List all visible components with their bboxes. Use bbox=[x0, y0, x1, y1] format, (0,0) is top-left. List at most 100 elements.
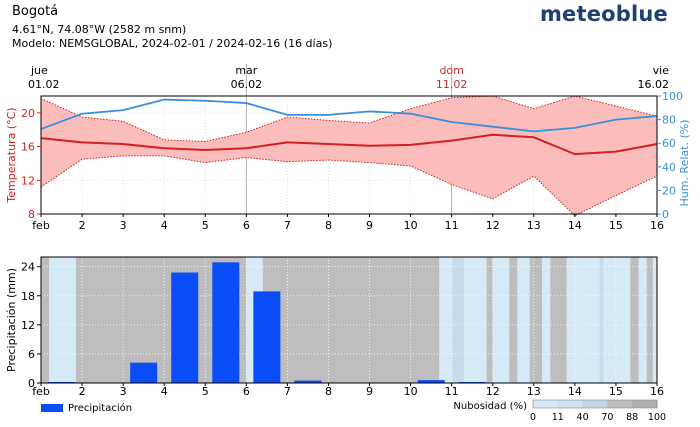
cloud-cover-band bbox=[509, 257, 518, 383]
cloud-legend-tick-label: 100 bbox=[648, 412, 666, 423]
humidity-axis-label: Hum. Relat. (%) bbox=[678, 119, 691, 206]
cloud-cover-band bbox=[486, 257, 493, 383]
cloud-cover-band bbox=[439, 257, 452, 383]
temp-x-tick-label: 8 bbox=[325, 219, 332, 232]
precip-x-tick-label: feb bbox=[32, 385, 50, 398]
temp-x-tick-label: 3 bbox=[120, 219, 127, 232]
precip-legend-swatch bbox=[41, 404, 63, 412]
temp-y-tick-label: 16 bbox=[21, 141, 35, 154]
precip-x-tick-label: 12 bbox=[486, 385, 500, 398]
precip-legend-label: Precipitación bbox=[68, 402, 132, 414]
cloud-cover-band bbox=[599, 257, 604, 383]
precip-x-tick-label: 11 bbox=[445, 385, 459, 398]
precip-x-tick-label: 4 bbox=[161, 385, 168, 398]
temp-x-tick-label: 2 bbox=[79, 219, 86, 232]
cloud-cover-band bbox=[652, 257, 657, 383]
cloud-cover-band bbox=[646, 257, 653, 383]
precip-bar bbox=[417, 380, 445, 383]
temp-x-tick-label: feb bbox=[32, 219, 50, 232]
precip-y-tick-label: 12 bbox=[21, 319, 35, 332]
cloud-legend-segment bbox=[632, 400, 658, 408]
temp-y-tick-label: 8 bbox=[28, 208, 35, 221]
cloud-legend-tick-label: 70 bbox=[601, 412, 613, 423]
temp-y-tick-label: 12 bbox=[21, 174, 35, 187]
temp-x-tick-label: 15 bbox=[609, 219, 623, 232]
humidity-line bbox=[40, 98, 658, 133]
precip-bar bbox=[253, 291, 281, 383]
temperature-axis-label: Temperatura (°C) bbox=[5, 107, 18, 203]
precip-x-tick-label: 15 bbox=[609, 385, 623, 398]
cloud-legend-tick-label: 0 bbox=[530, 412, 536, 423]
humidity-y-tick-label: 60 bbox=[662, 137, 676, 150]
cloud-cover-band bbox=[41, 257, 50, 383]
temperature-range-band bbox=[41, 96, 657, 216]
precip-x-tick-label: 3 bbox=[120, 385, 127, 398]
cloud-cover-band bbox=[529, 257, 543, 383]
temperature-plot-frame bbox=[40, 95, 658, 215]
cloud-cover-band bbox=[542, 257, 551, 383]
precip-x-tick-label: 14 bbox=[568, 385, 582, 398]
cloud-legend-segment bbox=[533, 400, 559, 408]
temperature-mean-line bbox=[40, 133, 658, 156]
precip-y-tick-label: 6 bbox=[28, 348, 35, 361]
temp-x-tick-label: 12 bbox=[486, 219, 500, 232]
precip-x-tick-label: 5 bbox=[202, 385, 209, 398]
precip-bar bbox=[294, 380, 322, 383]
precip-x-tick-label: 7 bbox=[284, 385, 291, 398]
cloud-cover-band bbox=[603, 257, 631, 383]
temperature-max-line bbox=[40, 95, 658, 143]
temp-x-tick-label: 7 bbox=[284, 219, 291, 232]
cloud-legend-tick-label: 88 bbox=[626, 412, 638, 423]
precip-x-tick-label: 10 bbox=[404, 385, 418, 398]
temp-x-tick-label: 4 bbox=[161, 219, 168, 232]
location-title: Bogotá bbox=[12, 4, 59, 19]
precip-x-tick-label: 9 bbox=[366, 385, 373, 398]
precip-x-tick-label: 13 bbox=[527, 385, 541, 398]
coordinates-label: 4.61°N, 74.08°W (2582 m snm) bbox=[12, 23, 187, 36]
temp-x-tick-label: 6 bbox=[243, 219, 250, 232]
temp-x-tick-label: 5 bbox=[202, 219, 209, 232]
weekday-label: mar bbox=[235, 64, 257, 77]
model-info-label: Modelo: NEMSGLOBAL, 2024-02-01 / 2024-02… bbox=[12, 37, 333, 50]
precip-bar bbox=[130, 362, 158, 383]
precip-x-tick-label: 16 bbox=[650, 385, 664, 398]
humidity-y-tick-label: 20 bbox=[662, 184, 676, 197]
weekday-label: dom bbox=[439, 64, 463, 77]
cloud-cover-band bbox=[566, 257, 600, 383]
temp-x-tick-label: 10 bbox=[404, 219, 418, 232]
cloud-cover-band bbox=[517, 257, 530, 383]
cloud-cover-band bbox=[463, 257, 487, 383]
humidity-y-tick-label: 40 bbox=[662, 161, 676, 174]
date-label: 16.02 bbox=[638, 78, 670, 91]
temp-x-tick-label: 13 bbox=[527, 219, 541, 232]
temp-y-tick-label: 20 bbox=[21, 107, 35, 120]
weekday-label: vie bbox=[653, 64, 670, 77]
cloud-cover-band bbox=[49, 257, 76, 383]
temperature-min-line bbox=[40, 155, 658, 217]
precip-x-tick-label: 6 bbox=[243, 385, 250, 398]
humidity-y-tick-label: 80 bbox=[662, 114, 676, 127]
cloud-legend-segment bbox=[557, 400, 584, 408]
humidity-y-tick-label: 100 bbox=[662, 90, 683, 103]
cloud-legend-tick-label: 11 bbox=[552, 412, 564, 423]
precip-y-tick-label: 24 bbox=[21, 261, 35, 274]
date-label: 06.02 bbox=[231, 78, 263, 91]
precip-plot-frame bbox=[40, 256, 658, 384]
precip-axis-label: Precipitación (mm) bbox=[5, 268, 18, 372]
cloud-legend-segment bbox=[582, 400, 608, 408]
precip-x-tick-label: 8 bbox=[325, 385, 332, 398]
humidity-y-tick-label: 0 bbox=[662, 208, 669, 221]
precip-y-tick-label: 0 bbox=[28, 377, 35, 390]
cloud-cover-band bbox=[550, 257, 567, 383]
temp-x-tick-label: 14 bbox=[568, 219, 582, 232]
weekday-label: jue bbox=[30, 64, 48, 77]
precip-x-tick-label: 2 bbox=[79, 385, 86, 398]
cloud-cover-band bbox=[492, 257, 510, 383]
meteoblue-logo: meteoblue bbox=[539, 2, 668, 26]
cloud-cover-band bbox=[262, 257, 440, 383]
temp-x-tick-label: 16 bbox=[650, 219, 664, 232]
precip-bar bbox=[212, 262, 240, 383]
cloud-cover-band bbox=[451, 257, 464, 383]
temp-x-tick-label: 9 bbox=[366, 219, 373, 232]
